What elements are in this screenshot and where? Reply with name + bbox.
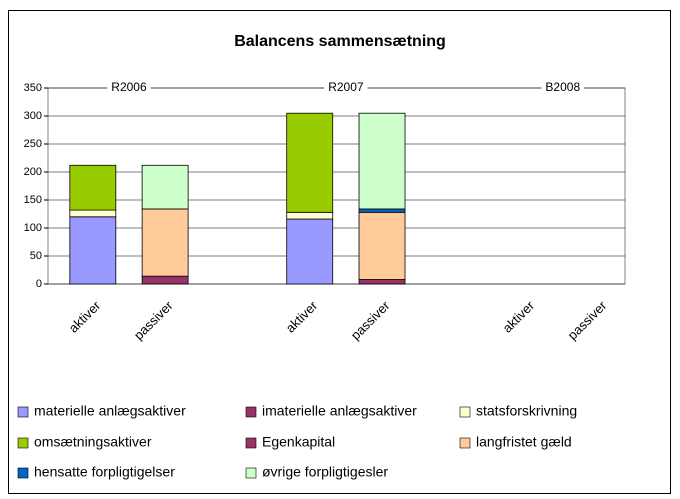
legend-swatch — [459, 406, 471, 418]
y-tick-label: 200 — [24, 166, 42, 178]
bar-segment — [69, 216, 117, 285]
y-tick-label: 100 — [24, 222, 42, 234]
bar-segment — [358, 279, 406, 285]
bar-segment — [358, 208, 406, 213]
chart-title: Balancens sammensætning — [234, 33, 446, 50]
group-label: R2006 — [111, 80, 147, 94]
legend-swatch — [459, 437, 471, 449]
y-tick-label: 50 — [30, 250, 42, 262]
plot-area — [47, 87, 626, 285]
bar-segment — [141, 275, 189, 285]
legend-label: øvrige forpligtigesler — [262, 464, 388, 480]
group-label-bg — [107, 80, 151, 96]
y-tick-label: 300 — [24, 110, 42, 122]
bar-segment — [141, 208, 189, 277]
bar-segment — [69, 209, 117, 218]
legend-label: imaterielle anlægsaktiver — [262, 403, 417, 419]
bar-segment — [358, 211, 406, 280]
legend-swatch — [17, 467, 29, 479]
y-tick-label: 0 — [36, 278, 42, 290]
group-label: R2007 — [328, 80, 364, 94]
bar-segment — [286, 112, 334, 213]
legend-label: omsætningsaktiver — [34, 434, 152, 450]
legend-swatch — [17, 406, 29, 418]
bar-segment — [286, 218, 334, 285]
group-label-bg — [324, 80, 368, 96]
bar-segment — [141, 164, 189, 210]
legend-swatch — [245, 406, 257, 418]
legend-swatch — [245, 437, 257, 449]
legend-label: langfristet gæld — [476, 434, 572, 450]
bar-segment — [358, 112, 406, 210]
y-tick-label: 350 — [24, 82, 42, 94]
legend-label: Egenkapital — [262, 434, 335, 450]
legend-label: hensatte forpligtigelser — [34, 464, 175, 480]
bar-segment — [69, 164, 117, 211]
bar-segment — [286, 211, 334, 220]
y-tick-label: 250 — [24, 138, 42, 150]
legend-label: statsforskrivning — [476, 403, 577, 419]
y-tick-label: 150 — [24, 194, 42, 206]
legend-swatch — [245, 467, 257, 479]
legend-swatch — [17, 437, 29, 449]
group-label: B2008 — [545, 80, 580, 94]
group-label-bg — [541, 80, 585, 96]
legend-label: materielle anlægsaktiver — [34, 403, 186, 419]
